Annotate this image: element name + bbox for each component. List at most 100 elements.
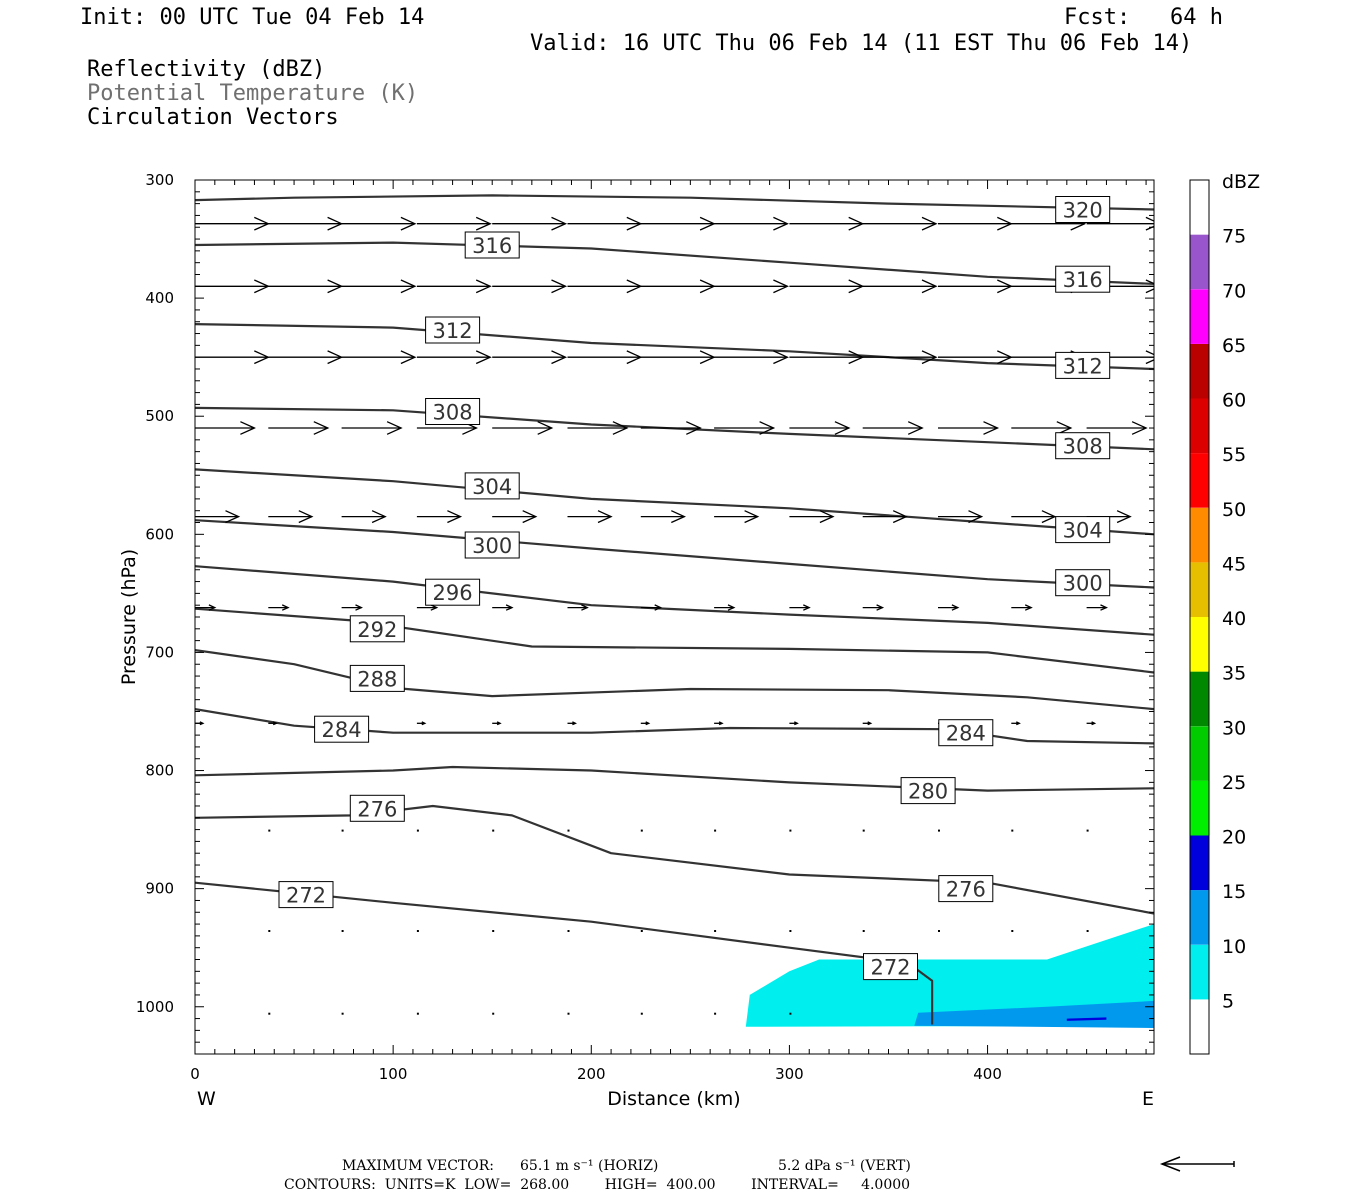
circulation-vector bbox=[789, 279, 865, 294]
theta-contour-308 bbox=[195, 406, 1154, 451]
contour-label-304: 304 bbox=[1055, 516, 1111, 544]
colorbar-tick-label: 10 bbox=[1222, 936, 1246, 958]
circulation-vector bbox=[938, 421, 1000, 435]
colorbar-bin bbox=[1190, 671, 1209, 727]
y-tick-label: 800 bbox=[145, 762, 174, 780]
vector-dot bbox=[567, 829, 570, 832]
circulation-vector bbox=[862, 421, 924, 435]
plot-frame bbox=[194, 179, 1155, 1055]
vector-dot bbox=[640, 1012, 643, 1015]
contour-label-276: 276 bbox=[938, 875, 994, 903]
circulation-vector bbox=[862, 510, 908, 524]
vector-dot bbox=[714, 930, 717, 932]
x-tick-label: 200 bbox=[577, 1065, 606, 1083]
max-vector-horiz: 65.1 m s⁻¹ (HORIZ) bbox=[520, 1158, 659, 1174]
theta-contour-272 bbox=[195, 881, 934, 1025]
contour-label-layer: 320 316 316 312 312 308 308 304 304 300 300 296 292 2… bbox=[278, 196, 1111, 981]
reflectivity-layer bbox=[745, 924, 1154, 1028]
colorbar-bin bbox=[1190, 999, 1209, 1054]
colorbar-tick-label: 65 bbox=[1222, 335, 1246, 357]
colorbar-tick-label: 45 bbox=[1222, 553, 1246, 575]
circulation-vector bbox=[268, 721, 278, 726]
vector-dot bbox=[268, 829, 271, 832]
svg-text:284: 284 bbox=[946, 722, 986, 746]
vector-dot bbox=[416, 930, 419, 932]
circulation-vector bbox=[268, 421, 330, 435]
y-tick-label: 700 bbox=[145, 643, 174, 661]
colorbar-bin bbox=[1190, 453, 1209, 508]
circulation-vector bbox=[640, 279, 716, 294]
circulation-vector bbox=[416, 350, 492, 365]
svg-text:300: 300 bbox=[1063, 572, 1103, 596]
colorbar-tick-label: 55 bbox=[1222, 444, 1246, 466]
contour-label-304: 304 bbox=[464, 472, 520, 500]
circulation-vector bbox=[492, 721, 502, 726]
circulation-vector bbox=[938, 279, 1013, 294]
colorbar-tick-label: 40 bbox=[1222, 608, 1246, 630]
circulation-vector bbox=[640, 421, 702, 435]
circulation-vector bbox=[492, 279, 568, 294]
contour-label-308: 308 bbox=[1055, 432, 1111, 460]
contour-label-312: 312 bbox=[1055, 351, 1111, 379]
vector-dot bbox=[938, 930, 940, 932]
svg-text:308: 308 bbox=[1063, 435, 1103, 459]
colorbar-bin bbox=[1190, 780, 1209, 836]
vector-dot bbox=[1011, 930, 1014, 932]
vector-dot bbox=[862, 829, 865, 832]
vector-dot bbox=[1086, 829, 1089, 832]
svg-text:276: 276 bbox=[946, 878, 986, 902]
colorbar-bin bbox=[1190, 835, 1209, 891]
circulation-vector bbox=[567, 279, 643, 294]
circulation-vector bbox=[567, 510, 613, 524]
circulation-vector bbox=[567, 216, 643, 231]
contour-label-272: 272 bbox=[278, 881, 334, 909]
colorbar-bin bbox=[1190, 562, 1209, 617]
colorbar-tick-label: 75 bbox=[1222, 226, 1246, 248]
contour-label-284: 284 bbox=[314, 715, 370, 743]
contour-label-308: 308 bbox=[425, 398, 481, 425]
vector-dot bbox=[492, 829, 495, 832]
colorbar-frame bbox=[1189, 179, 1210, 1055]
vector-dot bbox=[714, 1012, 717, 1015]
init-time: Init: 00 UTC Tue 04 Feb 14 bbox=[80, 5, 425, 30]
contour-label-284: 284 bbox=[938, 719, 994, 747]
contour-info: CONTOURS: UNITS=K LOW= 268.00 HIGH= 400.… bbox=[284, 1177, 911, 1193]
theta-contour-316 bbox=[195, 241, 1154, 285]
svg-text:288: 288 bbox=[357, 667, 397, 691]
circulation-vector bbox=[268, 279, 344, 294]
vector-dot bbox=[492, 1012, 495, 1015]
colorbar-bin bbox=[1190, 617, 1209, 672]
circulation-vector bbox=[268, 350, 344, 365]
circulation-vector bbox=[862, 216, 938, 231]
colorbar-bin bbox=[1190, 944, 1209, 1000]
vector-dot bbox=[416, 829, 419, 832]
circulation-vector bbox=[789, 421, 851, 435]
theta-contour-296 bbox=[195, 565, 1154, 636]
vector-dot bbox=[714, 829, 717, 832]
circulation-vector bbox=[862, 721, 873, 726]
circulation-vector bbox=[195, 279, 270, 294]
contour-label-312: 312 bbox=[425, 316, 481, 344]
theta-contour-320 bbox=[195, 194, 1154, 211]
circulation-vector bbox=[268, 604, 290, 611]
x-tick-label: 400 bbox=[973, 1065, 1002, 1083]
circulation-vector bbox=[1086, 721, 1097, 726]
circulation-vector bbox=[416, 604, 439, 611]
theta-contour-280 bbox=[195, 765, 1154, 792]
colorbar-bin bbox=[1190, 398, 1209, 454]
vector-dot bbox=[567, 930, 570, 932]
vector-dot bbox=[341, 930, 344, 932]
svg-text:296: 296 bbox=[433, 581, 473, 605]
circulation-vector bbox=[714, 510, 760, 524]
circulation-vector bbox=[195, 510, 241, 524]
circulation-vector bbox=[492, 421, 554, 435]
circulation-vector bbox=[567, 721, 577, 726]
colorbar-tick-label: 5 bbox=[1222, 990, 1234, 1012]
circulation-vector bbox=[416, 510, 463, 524]
colorbar-tick-label: 25 bbox=[1222, 772, 1246, 794]
svg-text:320: 320 bbox=[1063, 199, 1103, 223]
vector-dot bbox=[640, 930, 643, 932]
vector-dot bbox=[640, 829, 643, 832]
circulation-vector bbox=[341, 350, 417, 365]
colorbar: 5 10 15 20 25 30 35 40 45 50 55 60 65 70 75 dBZ bbox=[1189, 171, 1260, 1055]
